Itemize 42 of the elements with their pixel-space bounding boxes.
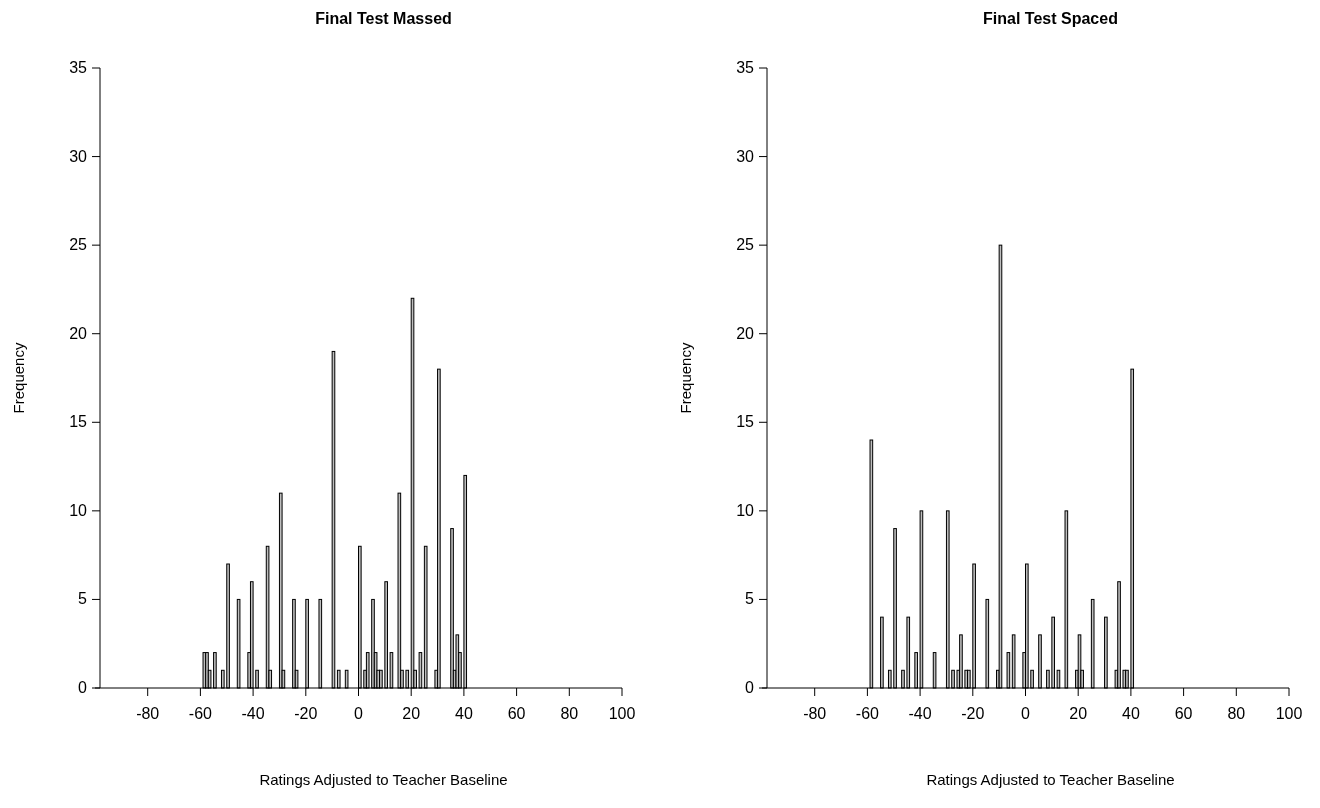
x-tick-label: -60 <box>855 705 880 722</box>
y-tick-label: 10 <box>69 501 88 519</box>
x-tick-label: -40 <box>241 705 265 722</box>
y-tick-label: 35 <box>69 59 88 76</box>
y-tick-label: 15 <box>736 413 755 431</box>
x-tick-label: 60 <box>507 705 526 722</box>
x-tick-label: -80 <box>136 705 160 722</box>
y-axis-title: Frequency <box>677 342 694 414</box>
y-tick-label: 30 <box>69 147 88 165</box>
y-tick-label: 5 <box>745 590 755 608</box>
x-tick-label: 100 <box>608 705 636 722</box>
x-tick-label: 20 <box>1069 705 1088 722</box>
x-axis-title: Ratings Adjusted to Teacher Baseline <box>926 771 1175 788</box>
y-tick-label: 5 <box>78 590 88 608</box>
chart-title: Final Test Massed <box>315 10 452 27</box>
x-tick-label: -20 <box>294 705 318 722</box>
x-tick-label: -20 <box>961 705 985 722</box>
y-tick-label: 25 <box>736 236 755 254</box>
y-tick-label: 0 <box>78 679 88 696</box>
y-tick-label: 0 <box>745 679 755 696</box>
x-tick-label: 40 <box>1122 705 1140 722</box>
x-tick-label: 20 <box>402 705 421 722</box>
x-tick-label: -60 <box>188 705 213 722</box>
y-tick-label: 20 <box>736 324 755 342</box>
x-tick-label: 100 <box>1275 705 1303 722</box>
x-tick-label: 0 <box>1021 705 1031 722</box>
x-tick-label: 0 <box>354 705 364 722</box>
x-tick-label: -80 <box>803 705 827 722</box>
x-tick-label: 60 <box>1174 705 1193 722</box>
x-tick-label: 80 <box>1227 705 1246 722</box>
x-tick-label: -40 <box>908 705 932 722</box>
y-tick-label: 15 <box>69 413 88 431</box>
chart-title: Final Test Spaced <box>983 10 1118 27</box>
y-tick-label: 25 <box>69 236 88 254</box>
y-tick-label: 20 <box>69 324 88 342</box>
y-tick-label: 10 <box>736 501 755 519</box>
y-tick-label: 30 <box>736 147 755 165</box>
x-tick-label: 40 <box>455 705 473 722</box>
x-axis-title: Ratings Adjusted to Teacher Baseline <box>259 771 508 788</box>
y-axis-title: Frequency <box>10 342 27 414</box>
y-tick-label: 35 <box>736 59 755 76</box>
x-tick-label: 80 <box>560 705 579 722</box>
